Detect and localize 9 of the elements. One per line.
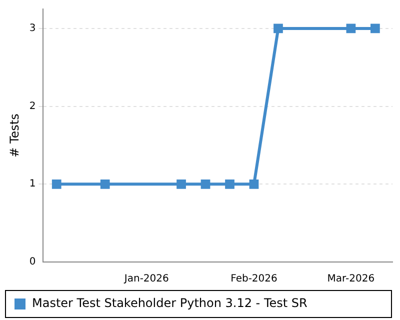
y-tick-label: 0 [29, 256, 36, 268]
x-tick-label: Feb-2026 [230, 274, 278, 285]
x-tick-label: Mar-2026 [327, 274, 375, 285]
y-tick-label: 2 [29, 100, 36, 112]
x-tick-label: Jan-2026 [123, 274, 169, 285]
y-tick-label: 1 [29, 178, 36, 190]
y-axis-title: # Tests [7, 114, 22, 158]
y-tick-label: 3 [29, 23, 36, 34]
legend-label: Master Test Stakeholder Python 3.12 - Test SR [32, 296, 308, 310]
